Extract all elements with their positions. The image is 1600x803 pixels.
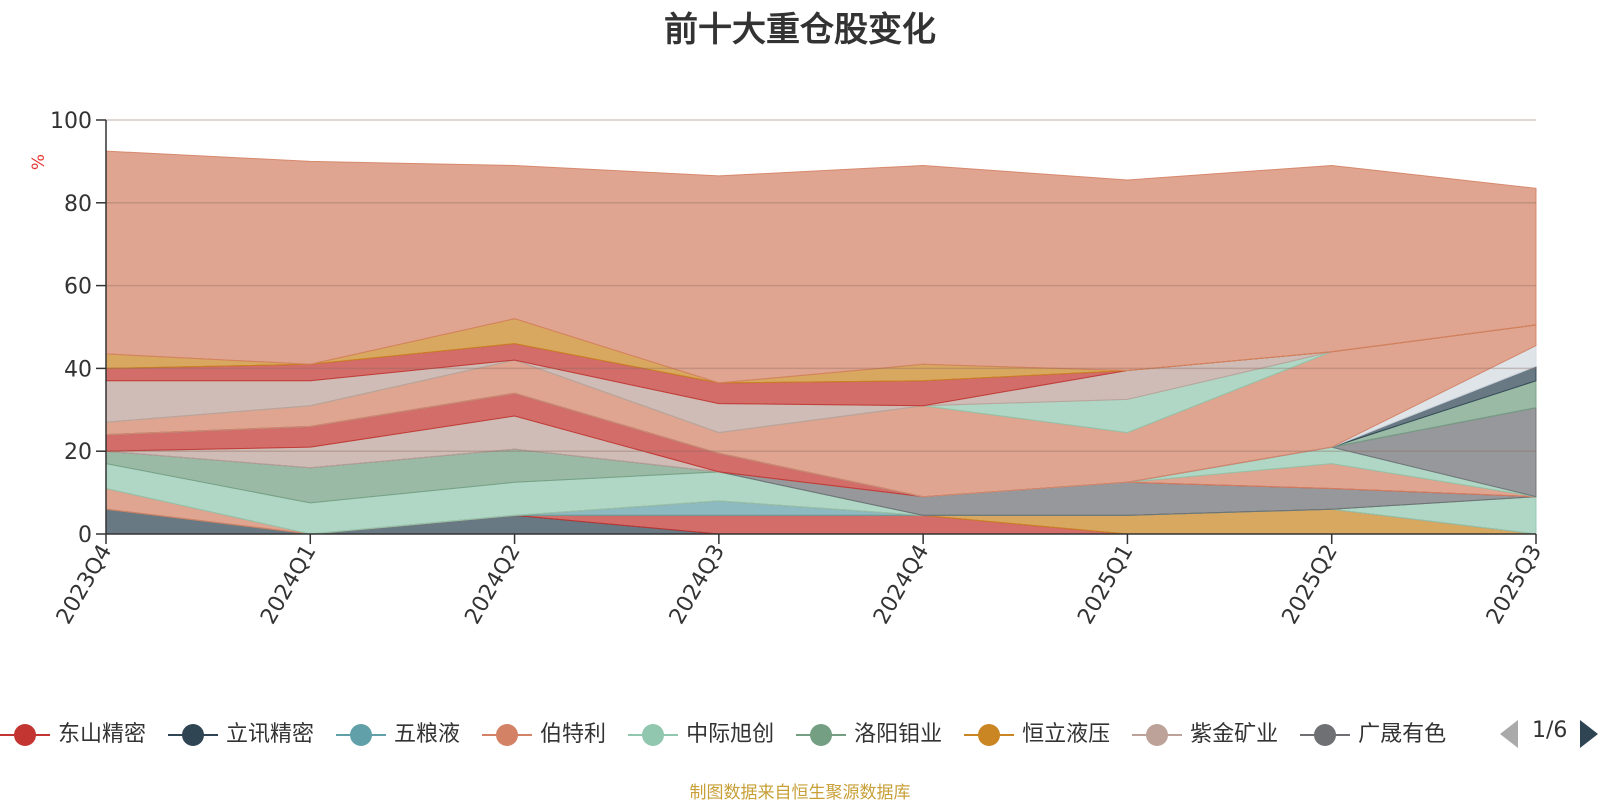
- legend-marker-icon: [964, 715, 1015, 755]
- legend-marker-icon: [482, 715, 533, 755]
- legend-label: 中际旭创: [686, 721, 775, 747]
- legend-label: 恒立液压: [1022, 721, 1111, 747]
- legend-item[interactable]: 洛阳钼业: [796, 714, 942, 754]
- legend-next-page-button[interactable]: [1580, 720, 1598, 748]
- legend-page-indicator: 1/6: [1532, 718, 1568, 743]
- legend-marker-icon: [1300, 715, 1351, 755]
- legend-prev-page-button[interactable]: [1500, 720, 1518, 748]
- y-tick-label: 20: [64, 440, 92, 465]
- legend-item[interactable]: 东山精密: [0, 714, 146, 754]
- legend-label: 五粮液: [394, 721, 461, 747]
- legend-label: 立讯精密: [226, 721, 315, 747]
- x-tick-label: 2025Q3: [1482, 541, 1547, 629]
- y-tick-label: 40: [64, 357, 92, 382]
- chart-title: 前十大重仓股变化: [664, 10, 936, 50]
- legend-marker-icon: [628, 715, 679, 755]
- legend-label: 洛阳钼业: [854, 721, 943, 747]
- y-tick-label: 0: [78, 523, 92, 548]
- x-tick-label: 2024Q3: [665, 541, 730, 629]
- legend-label: 伯特利: [540, 721, 607, 747]
- legend-marker-icon: [336, 715, 387, 755]
- legend-marker-icon: [168, 715, 219, 755]
- legend: 东山精密 立讯精密 五粮液 伯特利 中际旭创 洛阳钼业 恒立液压 紫金矿业 广晟有色: [0, 714, 1480, 754]
- x-tick-label: 2024Q1: [256, 541, 321, 629]
- legend-item[interactable]: 恒立液压: [964, 714, 1110, 754]
- legend-item[interactable]: 伯特利: [482, 714, 606, 754]
- legend-item[interactable]: 中际旭创: [628, 714, 774, 754]
- y-tick-label: 100: [50, 109, 92, 134]
- legend-item[interactable]: 立讯精密: [168, 714, 314, 754]
- legend-item[interactable]: 紫金矿业: [1132, 714, 1278, 754]
- legend-item[interactable]: 五粮液: [336, 714, 460, 754]
- area-series-group: [105, 150, 1537, 535]
- x-tick-label: 2024Q4: [869, 541, 934, 629]
- x-tick-label: 2025Q1: [1073, 541, 1138, 629]
- legend-marker-icon: [796, 715, 847, 755]
- legend-label: 东山精密: [58, 721, 147, 747]
- y-axis-unit-label: %: [29, 154, 49, 170]
- data-source-note: 制图数据来自恒生聚源数据库: [689, 783, 911, 803]
- legend-label: 紫金矿业: [1190, 721, 1279, 747]
- x-tick-label: 2025Q2: [1278, 541, 1343, 629]
- area-series-21: [105, 150, 1537, 384]
- legend-marker-icon: [0, 715, 50, 755]
- y-tick-label: 60: [64, 275, 92, 300]
- legend-label: 广晟有色: [1358, 721, 1447, 747]
- grid-lines: [106, 119, 1536, 452]
- legend-item[interactable]: 广晟有色: [1300, 714, 1446, 754]
- stacked-area-chart: 0 20 40 60 80 100 2023Q4 2024Q1 2024Q2 2024Q3 2024…: [29, 109, 1547, 629]
- x-tick-label: 2023Q4: [52, 541, 117, 629]
- x-tick-label: 2024Q2: [460, 541, 525, 629]
- y-tick-label: 80: [64, 192, 92, 217]
- legend-marker-icon: [1132, 715, 1183, 755]
